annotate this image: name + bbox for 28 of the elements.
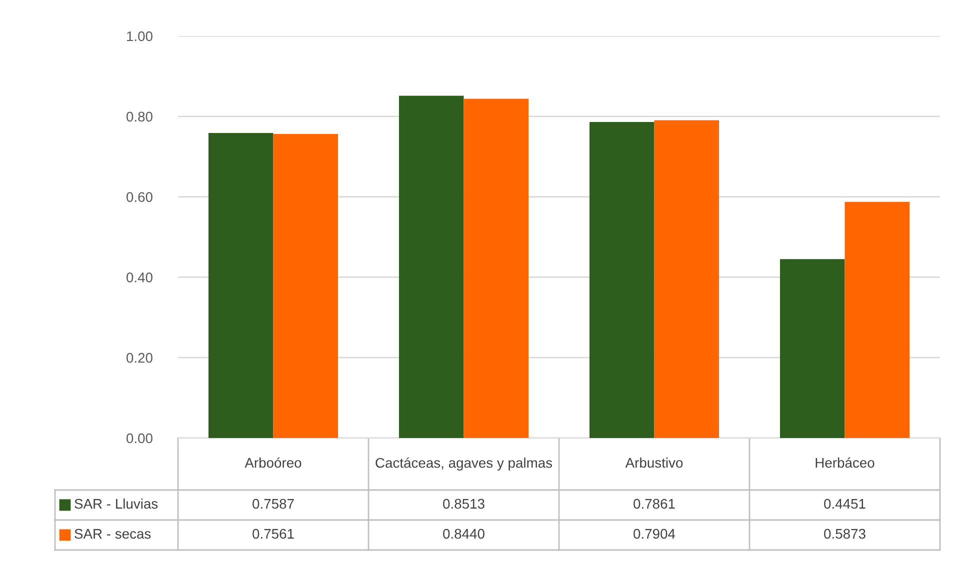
y-tick-label: 1.00 (127, 31, 152, 42)
x-tick-label: Cactáceas, agaves y palmas (376, 457, 552, 471)
legend-label: SAR - secas (74, 528, 151, 539)
data-label: 0.8513 (443, 498, 484, 509)
data-label: 0.8440 (443, 528, 484, 539)
y-tick-label: 0.40 (126, 272, 152, 282)
y-tick-label: 0.20 (126, 352, 152, 363)
y-tick-label: 0.80 (126, 112, 152, 122)
bar (273, 134, 338, 438)
data-label: 0.5873 (824, 528, 866, 539)
bar (844, 202, 910, 438)
legend-label: SAR - Lluvias (74, 498, 158, 509)
data-label: 0.4451 (824, 498, 866, 509)
x-tick-label: Arbustivo (625, 458, 683, 468)
bar (464, 98, 529, 438)
data-label: 0.7561 (252, 528, 294, 539)
x-tick-label: Arboóreo (244, 457, 302, 468)
y-tick-label: 0.60 (126, 192, 152, 202)
bar (208, 133, 274, 438)
data-label: 0.7587 (252, 498, 294, 509)
bar (780, 259, 845, 438)
x-tick-label: Herbáceo (816, 457, 874, 468)
bar (398, 96, 464, 438)
bar (589, 122, 654, 438)
y-tick-label: 0.00 (126, 433, 152, 444)
data-label: 0.7861 (634, 498, 675, 509)
bar (654, 120, 720, 438)
data-label: 0.7904 (634, 528, 676, 539)
